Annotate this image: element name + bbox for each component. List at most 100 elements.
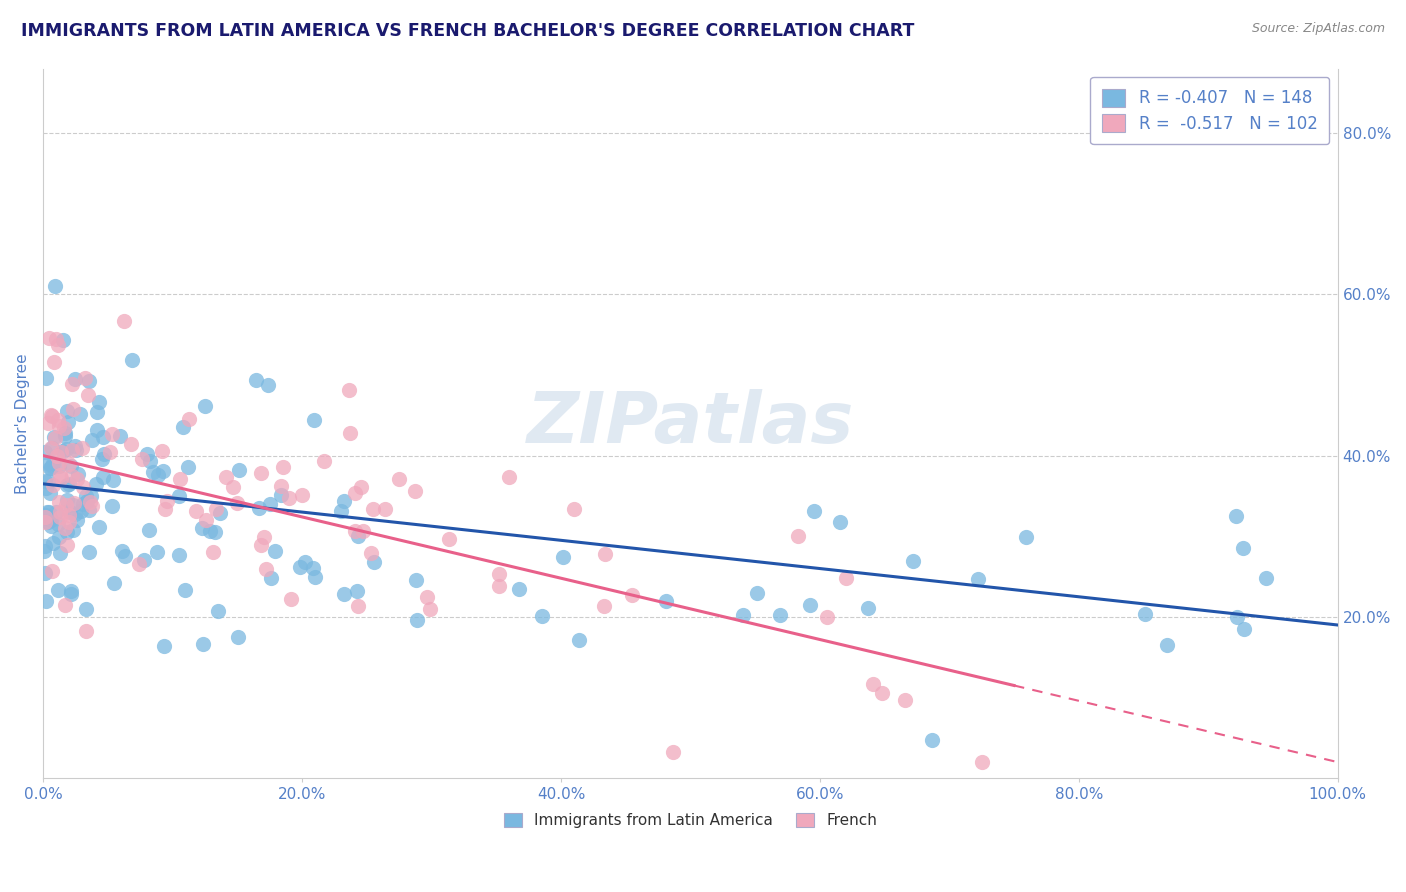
Point <box>34 482 56 496</box>
Point <box>662 745 685 759</box>
Point <box>146 545 169 559</box>
Point <box>508 582 530 597</box>
Point <box>91 470 114 484</box>
Point <box>48 458 70 473</box>
Point <box>593 547 616 561</box>
Point <box>314 453 336 467</box>
Point <box>37 475 59 489</box>
Point <box>621 588 644 602</box>
Point <box>93 447 115 461</box>
Point <box>75 602 97 616</box>
Point <box>112 313 135 327</box>
Point <box>815 609 838 624</box>
Point <box>35 505 58 519</box>
Point <box>56 538 79 552</box>
Point <box>63 439 86 453</box>
Point <box>139 454 162 468</box>
Point <box>200 524 222 538</box>
Point <box>169 472 191 486</box>
Point <box>786 528 808 542</box>
Point <box>271 459 294 474</box>
Point <box>77 545 100 559</box>
Point <box>39 513 62 527</box>
Point <box>205 502 228 516</box>
Point <box>66 513 89 527</box>
Point <box>49 545 72 559</box>
Point <box>553 549 575 564</box>
Point <box>86 405 108 419</box>
Y-axis label: Bachelor's Degree: Bachelor's Degree <box>15 353 30 493</box>
Point <box>498 470 520 484</box>
Point <box>191 637 214 651</box>
Point <box>39 486 62 500</box>
Point <box>202 545 225 559</box>
Point <box>48 419 70 434</box>
Point <box>352 524 374 539</box>
Point <box>225 496 247 510</box>
Point <box>73 370 96 384</box>
Point <box>34 509 56 524</box>
Point <box>89 394 111 409</box>
Point <box>39 519 62 533</box>
Point <box>128 557 150 571</box>
Point <box>745 586 768 600</box>
Point <box>101 427 124 442</box>
Point <box>253 530 276 544</box>
Point <box>1254 570 1277 584</box>
Point <box>1226 610 1249 624</box>
Point <box>76 388 98 402</box>
Point <box>103 473 125 487</box>
Point <box>53 521 76 535</box>
Point <box>44 355 66 369</box>
Point <box>207 604 229 618</box>
Point <box>45 449 67 463</box>
Point <box>339 425 361 440</box>
Point <box>333 587 356 601</box>
Point <box>195 513 218 527</box>
Point <box>45 505 67 519</box>
Point <box>769 608 792 623</box>
Point <box>245 373 267 387</box>
Point <box>58 457 80 471</box>
Point <box>58 508 80 522</box>
Point <box>42 457 65 471</box>
Point <box>288 560 311 574</box>
Point <box>60 377 83 392</box>
Point <box>531 609 554 624</box>
Point <box>858 601 880 615</box>
Point <box>63 496 86 510</box>
Point <box>966 572 988 586</box>
Point <box>56 478 79 492</box>
Point <box>131 452 153 467</box>
Point <box>270 479 292 493</box>
Point <box>862 677 884 691</box>
Point <box>970 755 993 769</box>
Point <box>1233 622 1256 636</box>
Point <box>37 515 59 529</box>
Point <box>41 409 63 423</box>
Point <box>215 470 238 484</box>
Point <box>142 465 165 479</box>
Point <box>186 503 208 517</box>
Point <box>1232 541 1254 555</box>
Point <box>249 538 271 552</box>
Point <box>103 576 125 591</box>
Point <box>921 733 943 747</box>
Point <box>59 458 82 473</box>
Point <box>176 460 198 475</box>
Point <box>80 499 103 513</box>
Point <box>337 383 360 397</box>
Point <box>344 524 367 538</box>
Point <box>167 490 190 504</box>
Point <box>39 460 62 475</box>
Point <box>41 459 63 474</box>
Point <box>55 442 77 457</box>
Point <box>34 508 56 523</box>
Point <box>803 504 825 518</box>
Point <box>49 445 72 459</box>
Point <box>1015 530 1038 544</box>
Point <box>259 571 281 585</box>
Point <box>406 613 429 627</box>
Point <box>347 528 370 542</box>
Point <box>304 569 326 583</box>
